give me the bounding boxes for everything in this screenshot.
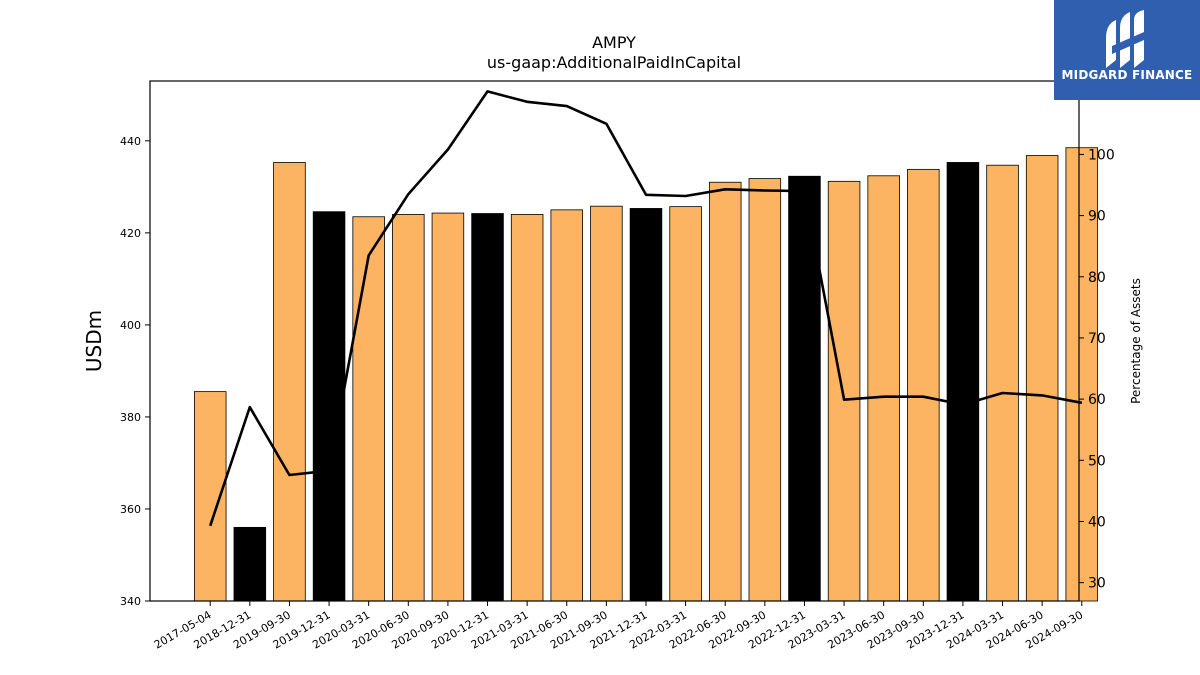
y-tick-label: 420 [120,227,141,240]
y-tick-label: 340 [120,595,141,608]
bar-group [193,147,1099,602]
bar-2021-09-30 [590,205,623,602]
y2-tick-label: 80 [1088,270,1106,286]
y2-tick-label: 70 [1088,331,1106,347]
y2-tick-label: 60 [1088,392,1106,408]
bar-2024-06-30 [1025,155,1059,602]
bar-2020-12-31 [471,213,504,602]
bar-2023-09-30 [907,168,940,602]
bar-2021-03-31 [510,214,544,602]
chart-subtitle: us-gaap:AdditionalPaidInCapital [487,53,741,72]
bar-2018-12-31 [233,526,267,602]
y2-tick-label: 90 [1088,209,1106,225]
y-tick-label: 360 [120,503,141,516]
bar-2023-12-31 [946,162,980,602]
bar-2023-06-30 [867,175,900,602]
y-tick-label: 380 [120,411,141,424]
y2-tick-label: 30 [1088,576,1106,592]
line-group [208,90,1083,527]
bar-2024-09-30 [1065,147,1099,602]
bar-2021-12-31 [629,208,663,602]
y2-tick-label: 100 [1088,147,1115,163]
bar-2022-03-31 [669,206,702,602]
y-tick-label: 400 [120,319,141,332]
x-axis: 2017-05-042018-12-312019-09-302019-12-31… [152,601,1085,652]
y2-axis-label: Percentage of Assets [1129,278,1143,404]
chart-title: AMPY [592,33,636,52]
bar-2024-03-31 [986,164,1019,602]
bar-2022-09-30 [748,178,782,602]
y2-tick-label: 40 [1088,514,1106,530]
bar-2020-06-30 [392,214,425,602]
bar-2020-03-31 [352,216,385,602]
y-tick-label: 440 [120,135,141,148]
bar-2023-03-31 [827,180,861,602]
y2-tick-label: 50 [1088,453,1106,469]
y-axis-right: 30 40 50 60 70 80 90 100 [1079,147,1115,592]
percentage-line [208,90,1083,527]
midgard-logo-icon [1106,10,1144,68]
plot-frame [149,80,1080,602]
y-axis-left: 340 360 380 400 420 440 [120,135,150,608]
bar-2021-06-30 [550,209,584,602]
y-axis-label: USDm [82,310,106,372]
bar-2020-09-30 [431,212,465,602]
logo-text: MIDGARD FINANCE [1061,68,1193,82]
bar-2019-09-30 [273,162,306,602]
bar-2022-06-30 [708,181,742,602]
midgard-finance-logo: MIDGARD FINANCE [1054,0,1200,100]
bar-2022-12-31 [788,175,821,602]
